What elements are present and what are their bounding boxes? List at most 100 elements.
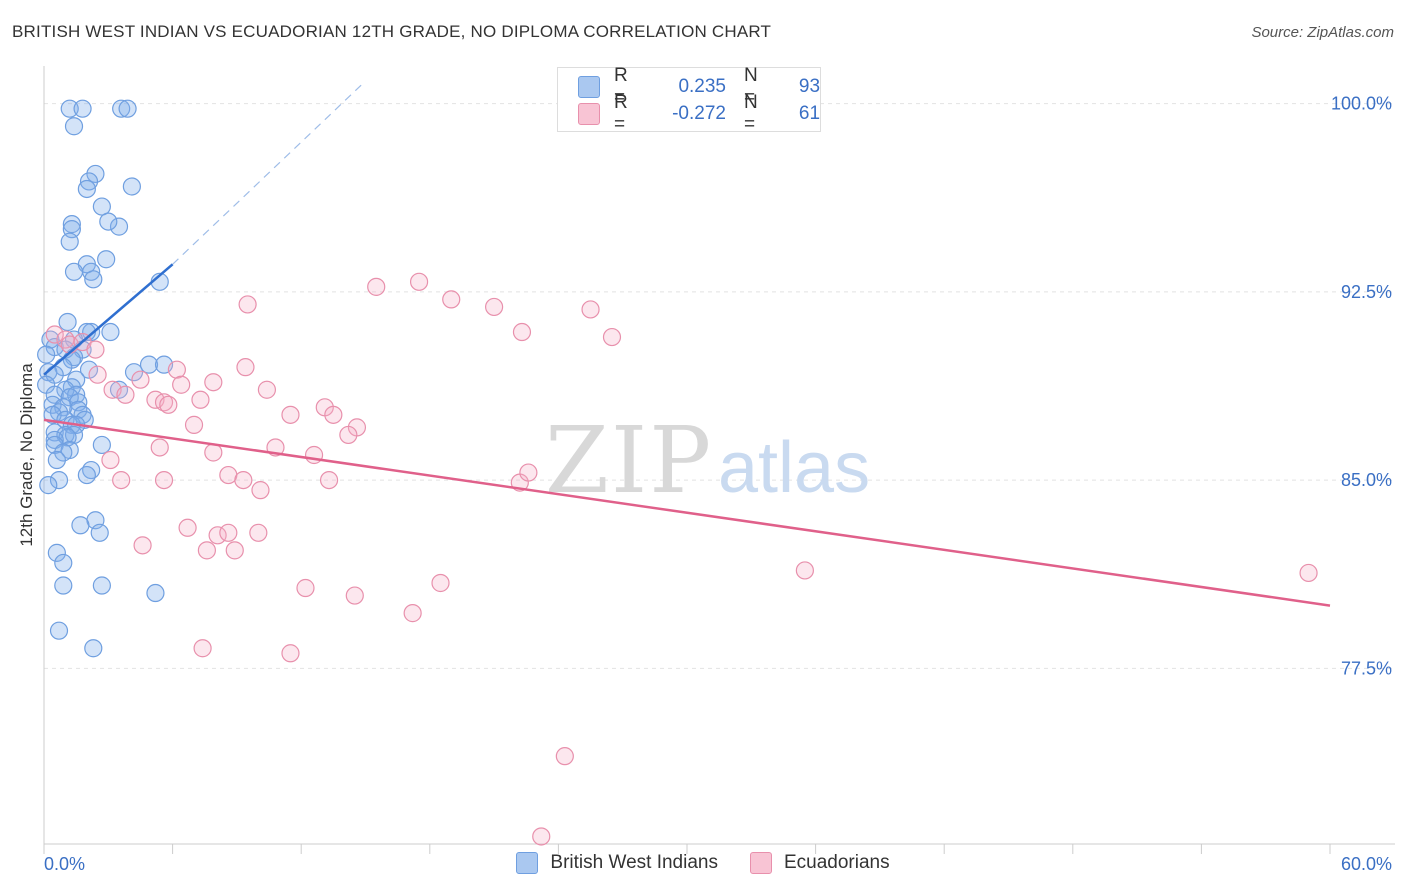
data-point	[178, 518, 197, 537]
data-point	[60, 388, 79, 407]
legend-label: Ecuadorians	[783, 852, 890, 873]
data-point	[92, 576, 111, 595]
legend-swatch-pink	[578, 103, 600, 125]
data-point	[219, 465, 238, 485]
data-point	[79, 360, 99, 379]
data-point	[131, 370, 150, 389]
data-point	[77, 179, 96, 199]
axis-labels: 77.5% 85.0% 92.5% 100.0% 0.0% 60.0% 12th Grade…	[17, 94, 1392, 874]
data-point	[795, 561, 814, 580]
data-point	[47, 543, 66, 562]
data-point	[62, 215, 81, 234]
data-point	[60, 232, 79, 251]
axes	[43, 66, 1395, 854]
data-point	[45, 430, 64, 450]
data-point	[602, 327, 622, 347]
watermark: ZIP atlas	[545, 407, 870, 514]
legend-swatch-blue	[578, 76, 600, 98]
data-point	[122, 177, 141, 196]
y-tick-label: 77.5%	[1341, 658, 1392, 678]
data-point	[225, 541, 244, 560]
legend-r-label: R =	[613, 92, 628, 135]
data-point	[49, 621, 69, 640]
data-point	[339, 425, 358, 445]
y-tick-label: 100.0%	[1331, 94, 1392, 114]
data-point	[204, 373, 223, 392]
data-point	[485, 297, 504, 317]
data-point	[324, 405, 343, 424]
legend-label: British West Indians	[550, 852, 718, 873]
data-point	[99, 212, 118, 231]
data-point	[64, 262, 84, 281]
data-point	[84, 639, 103, 658]
data-point	[64, 117, 84, 136]
data-point	[512, 322, 532, 342]
legend-row-british-west-indians: R = 0.235 N = 93	[578, 65, 820, 108]
y-axis-label: 12th Grade, No Diploma	[17, 363, 36, 547]
data-point	[101, 450, 120, 470]
legend-n-label: N =	[743, 92, 758, 135]
data-point	[73, 99, 92, 118]
legend-swatch-blue	[516, 852, 539, 874]
data-point	[109, 217, 129, 236]
data-point	[58, 312, 77, 332]
data-point	[118, 99, 137, 118]
data-point	[555, 747, 574, 766]
data-point	[345, 586, 364, 605]
data-point	[86, 340, 105, 359]
data-point	[1299, 563, 1318, 583]
grid-lines	[44, 103, 1395, 669]
correlation-legend: R = 0.235 N = 93 R = -0.272 N = 61	[557, 65, 821, 135]
data-point	[79, 172, 99, 191]
data-point	[92, 435, 111, 455]
data-point	[159, 395, 178, 414]
data-point	[84, 270, 103, 289]
data-point	[581, 300, 600, 319]
data-point	[403, 604, 422, 623]
data-point	[204, 443, 223, 462]
series-ecuadorians	[45, 272, 1318, 846]
y-tick-label: 92.5%	[1341, 282, 1392, 302]
series-legend: British West Indians Ecuadorians	[0, 852, 1406, 874]
data-point	[208, 526, 227, 545]
data-point	[257, 380, 277, 399]
data-point	[43, 395, 62, 414]
legend-row-ecuadorians: R = -0.272 N = 61	[578, 92, 821, 135]
legend-n-label: N =	[743, 65, 758, 108]
data-point	[296, 578, 315, 598]
data-point	[431, 573, 450, 593]
data-point	[519, 463, 538, 482]
data-point	[92, 197, 111, 216]
legend-r-label: R =	[613, 65, 628, 108]
data-point	[281, 644, 300, 663]
x-tick-label: 0.0%	[44, 854, 85, 874]
data-point	[442, 290, 461, 309]
data-point	[133, 536, 152, 555]
data-point	[124, 363, 144, 382]
data-point	[367, 277, 386, 296]
data-point	[60, 99, 79, 118]
chart-source: Source: ZipAtlas.com	[1251, 24, 1394, 41]
data-point	[532, 827, 551, 846]
trend-line-extension	[172, 80, 366, 265]
watermark-atlas: atlas	[718, 428, 870, 508]
data-point	[139, 355, 159, 374]
data-point	[150, 438, 169, 457]
data-point	[39, 476, 58, 495]
data-point	[97, 250, 116, 269]
data-point	[71, 516, 90, 535]
chart-title: BRITISH WEST INDIAN VS ECUADORIAN 12TH G…	[12, 22, 772, 41]
data-point	[54, 553, 73, 573]
data-point	[112, 99, 131, 118]
legend-item-british-west-indians[interactable]: British West Indians	[516, 852, 718, 874]
data-point	[409, 272, 429, 291]
legend-item-ecuadorians[interactable]: Ecuadorians	[749, 852, 890, 874]
trend-line	[43, 263, 174, 376]
data-point	[112, 470, 131, 490]
data-point	[146, 583, 165, 603]
data-point	[49, 470, 69, 490]
legend-n-value: 61	[798, 103, 821, 124]
legend-r-value: 0.235	[678, 76, 726, 97]
data-point	[101, 322, 120, 342]
